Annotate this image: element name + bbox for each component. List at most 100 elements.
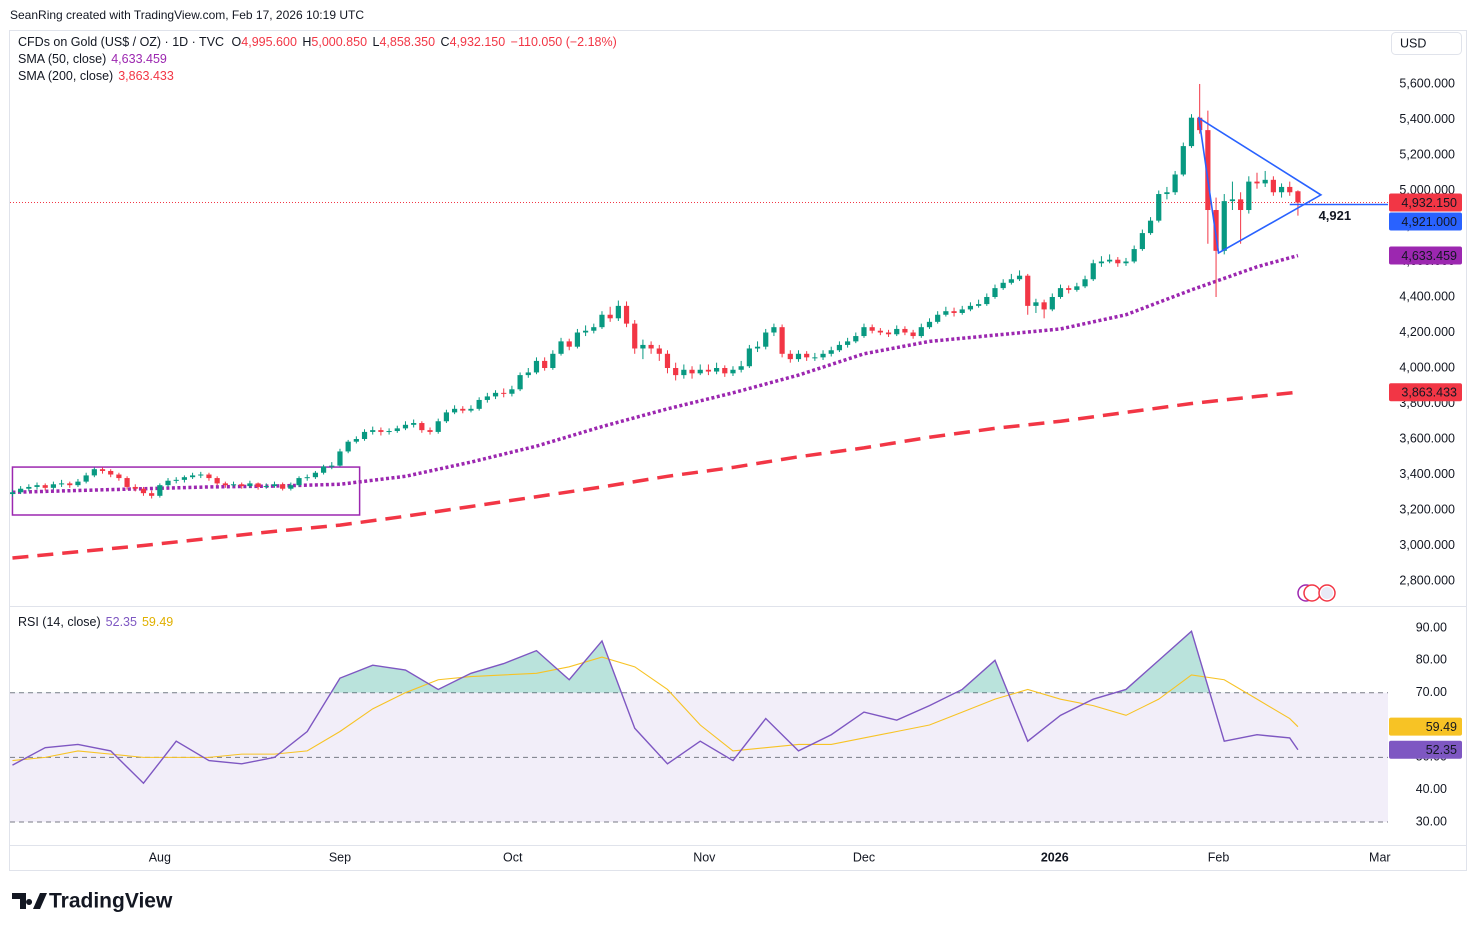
legend-name: SMA (200, close) [18, 69, 113, 83]
candle-body [288, 485, 294, 489]
candle-body [271, 484, 278, 487]
candle-body [673, 368, 679, 376]
level-tag-box [1389, 212, 1462, 231]
candle-body [443, 412, 450, 422]
candle-body [861, 327, 867, 337]
sma-tag-box [1389, 383, 1462, 402]
candle-body [1008, 279, 1014, 283]
legend-name: SMA (50, close) [18, 52, 106, 66]
candle-body [1090, 263, 1096, 280]
y-tick-label: 3,000.000 [1399, 538, 1455, 552]
y-tick-label: 4,400.000 [1399, 289, 1455, 303]
candle-body [116, 474, 122, 479]
candle-body [976, 304, 982, 306]
candle-body [779, 327, 785, 354]
candle-body [1066, 288, 1072, 290]
candle-body [1164, 192, 1170, 195]
sma-tag: 4,633.459 [1401, 249, 1457, 263]
candle-body [67, 483, 73, 486]
rsi-tag-box [1389, 717, 1462, 736]
y-tick-label: 2,800.000 [1399, 573, 1455, 587]
y-tick-label: 5,400.000 [1399, 112, 1455, 126]
candle-body [550, 353, 556, 369]
candle-body [304, 477, 310, 479]
rsi-pane [10, 629, 1388, 823]
candle-body [124, 478, 130, 487]
candle-body [10, 492, 16, 495]
low-value: 4,858.350 [379, 35, 435, 49]
candle-body [50, 484, 56, 488]
candle-body [910, 332, 916, 337]
candle-body [599, 314, 605, 328]
candle-body [918, 327, 924, 337]
legend-value: 52.35 [106, 615, 137, 629]
candle-body [492, 392, 499, 397]
candle-body [411, 423, 417, 425]
candle-body [419, 423, 425, 431]
candle-body [402, 424, 409, 429]
candle-body [902, 328, 908, 333]
candle-body [394, 428, 400, 432]
currency[interactable]: USD [1400, 36, 1426, 50]
candle-body [746, 348, 752, 367]
chart-frame [9, 30, 1467, 871]
candle-body [951, 311, 957, 313]
candle-body [812, 357, 818, 359]
candle-body [173, 479, 179, 481]
candle-body [1238, 199, 1244, 211]
candle-body [967, 305, 974, 310]
candle-body [1254, 181, 1260, 184]
candle-body [157, 485, 163, 496]
legend-value: 3,863.433 [118, 69, 174, 83]
candle-body [1287, 186, 1293, 193]
overlay: 2,800.000 3,000.000 3,200.000 3,400.000 3,60… [149, 76, 1462, 864]
y-tick-label: 80.00 [1416, 653, 1447, 667]
flag-fill [1321, 587, 1333, 599]
candle-body [501, 392, 507, 394]
candle-body [1057, 288, 1064, 297]
candle-body [1139, 233, 1145, 250]
candle-body [517, 375, 523, 390]
candle-body [959, 309, 965, 313]
candle-body [386, 431, 392, 433]
candle-body [640, 344, 646, 349]
level-tag: 4,921.000 [1401, 215, 1457, 229]
candle-body [509, 389, 515, 394]
y-tick-label: 5,600.000 [1399, 76, 1455, 90]
candle-body [525, 372, 531, 376]
candle-body [828, 350, 834, 354]
triangle-drawing [1197, 116, 1323, 255]
candle-body [836, 344, 843, 351]
candle-body [1025, 275, 1031, 306]
candle-body [714, 368, 720, 372]
flag-icon[interactable] [1303, 584, 1321, 602]
event-flags[interactable] [1297, 584, 1336, 602]
candle-body [1156, 194, 1162, 221]
y-tick-label: 90.00 [1416, 620, 1447, 634]
candle-body [361, 431, 368, 440]
sma50-legend: SMA (50, close) 4,633.459 [18, 52, 167, 66]
sma-line [12, 253, 1299, 495]
candle-body [206, 474, 212, 479]
x-tick-label: Sep [329, 850, 351, 864]
candle-body [1246, 181, 1252, 211]
candle-body [1098, 261, 1105, 264]
candle-body [754, 346, 761, 349]
y-tick-label: 3,200.000 [1399, 502, 1455, 516]
candle-body [1049, 296, 1055, 310]
candle-body [763, 332, 769, 347]
candle-body [280, 484, 286, 489]
credit: SeanRing created with TradingView.com, F… [10, 8, 364, 22]
open-value: 4,995.600 [241, 35, 297, 49]
candle-body [140, 488, 147, 494]
candle-body [99, 469, 106, 471]
candle-body [18, 488, 24, 493]
currency-button[interactable] [1391, 32, 1462, 55]
candle-body [75, 481, 81, 486]
candle-body [353, 439, 359, 442]
last-price-tag-box [1389, 193, 1462, 212]
sma-tag: 3,863.433 [1401, 386, 1457, 400]
candle-body [681, 369, 687, 376]
candle-body [648, 344, 654, 349]
